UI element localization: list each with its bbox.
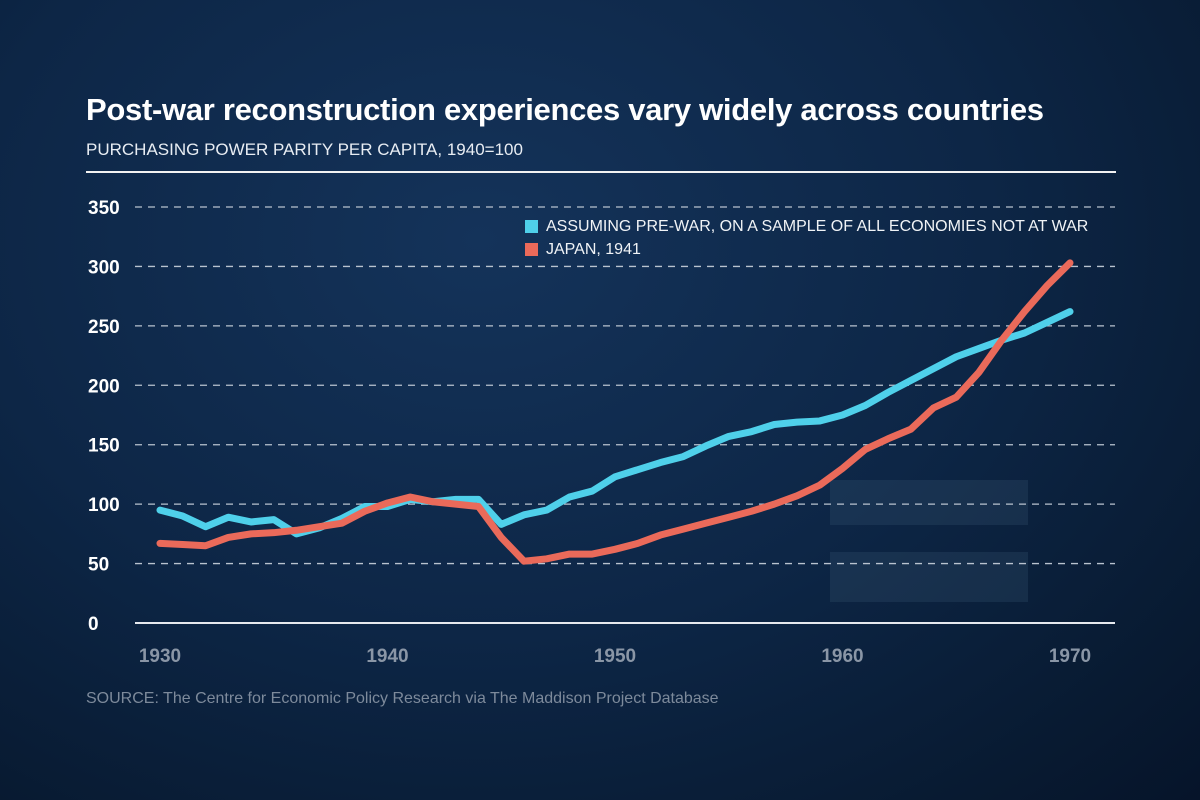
x-tick-label: 1930 [139,646,181,667]
y-tick-label: 0 [88,614,99,635]
y-tick-label: 300 [88,257,120,278]
x-tick-label: 1950 [594,646,636,667]
legend: ASSUMING PRE-WAR, ON A SAMPLE OF ALL ECO… [525,215,1088,261]
y-tick-label: 350 [88,198,120,219]
legend-swatch [525,220,538,233]
legend-item-prewar: ASSUMING PRE-WAR, ON A SAMPLE OF ALL ECO… [525,215,1088,238]
y-tick-label: 100 [88,495,120,516]
source-note: SOURCE: The Centre for Economic Policy R… [86,690,719,707]
legend-item-japan: JAPAN, 1941 [525,238,1088,261]
legend-swatch [525,243,538,256]
x-tick-label: 1970 [1049,646,1091,667]
background-building [830,552,1028,602]
x-tick-label: 1940 [366,646,408,667]
y-tick-label: 50 [88,555,109,576]
y-tick-label: 150 [88,436,120,457]
chart-subtitle: PURCHASING POWER PARITY PER CAPITA, 1940… [86,140,523,159]
background-building [830,480,1028,525]
x-tick-label: 1960 [821,646,863,667]
series-line-prewar [156,308,1074,538]
y-tick-label: 200 [88,376,120,397]
title-divider [86,171,1116,173]
chart-title: Post-war reconstruction experiences vary… [86,92,1044,127]
legend-label: JAPAN, 1941 [546,240,641,258]
series-line-japan [156,259,1074,565]
legend-label: ASSUMING PRE-WAR, ON A SAMPLE OF ALL ECO… [546,217,1089,235]
y-tick-label: 250 [88,317,120,338]
